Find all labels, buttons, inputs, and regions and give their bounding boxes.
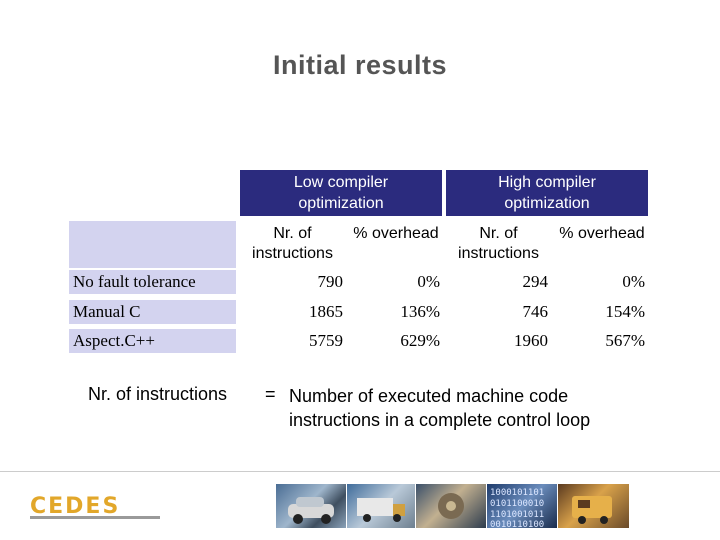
photo-binary: 1000101101 0101100010 1101001011 0010110100 [487,484,557,528]
svg-text:1101001011: 1101001011 [490,510,544,520]
cell-low-overhead: 0% [417,272,440,291]
subheader-low-instructions: Nr. of instructions [252,225,333,262]
cell-high-instructions: 1960 [514,331,548,350]
note-definition: Number of executed machine code instruct… [289,384,590,432]
svg-text:0010110100: 0010110100 [490,520,544,528]
slide-title: Initial results [272,50,448,80]
footer-divider [0,471,720,472]
photo-machinery [416,484,486,528]
cell-high-overhead: 567% [605,331,645,350]
cedes-logo: CEDES [30,494,121,519]
subheader-high-instructions: Nr. of instructions [458,225,539,262]
truck-icon [357,498,405,522]
cell-low-instructions: 1865 [309,302,343,321]
low-optimization-header: Low compiler optimization [240,170,442,216]
train-icon [572,496,612,524]
high-optimization-label: High compiler optimization [498,174,596,212]
photo-car [276,484,346,528]
cell-high-overhead: 154% [605,302,645,321]
photo-truck [347,484,415,528]
row-label-aspect-cpp: Aspect.C++ [69,329,236,353]
subheader-low-overhead: % overhead [353,225,439,242]
note-definition-line2: instructions in a complete control loop [289,410,591,430]
cell-high-overhead: 0% [622,272,645,291]
photo-train [558,484,629,528]
cell-low-instructions: 790 [317,272,344,291]
cell-low-overhead: 629% [400,331,440,350]
cell-high-instructions: 746 [522,302,549,321]
note-term: Nr. of instructions [88,384,228,404]
low-optimization-label: Low compiler optimization [293,174,389,212]
car-icon [288,497,334,524]
logo-tagline-bar [30,516,160,519]
note-definition-line1: Number of executed machine code [289,386,569,406]
high-optimization-header: High compiler optimization [446,170,648,216]
subheader-high-overhead: % overhead [559,225,645,242]
note-equals: = [265,384,276,404]
svg-text:0101100010: 0101100010 [490,499,544,509]
gear-icon [438,493,464,519]
cell-high-instructions: 294 [522,272,549,291]
cell-low-overhead: 136% [400,302,440,321]
svg-text:1000101101: 1000101101 [490,488,544,498]
cell-low-instructions: 5759 [309,331,343,350]
row-label-manual-c: Manual C [69,300,236,324]
table-corner [69,221,236,268]
row-label-no-fault-tolerance: No fault tolerance [69,270,236,294]
